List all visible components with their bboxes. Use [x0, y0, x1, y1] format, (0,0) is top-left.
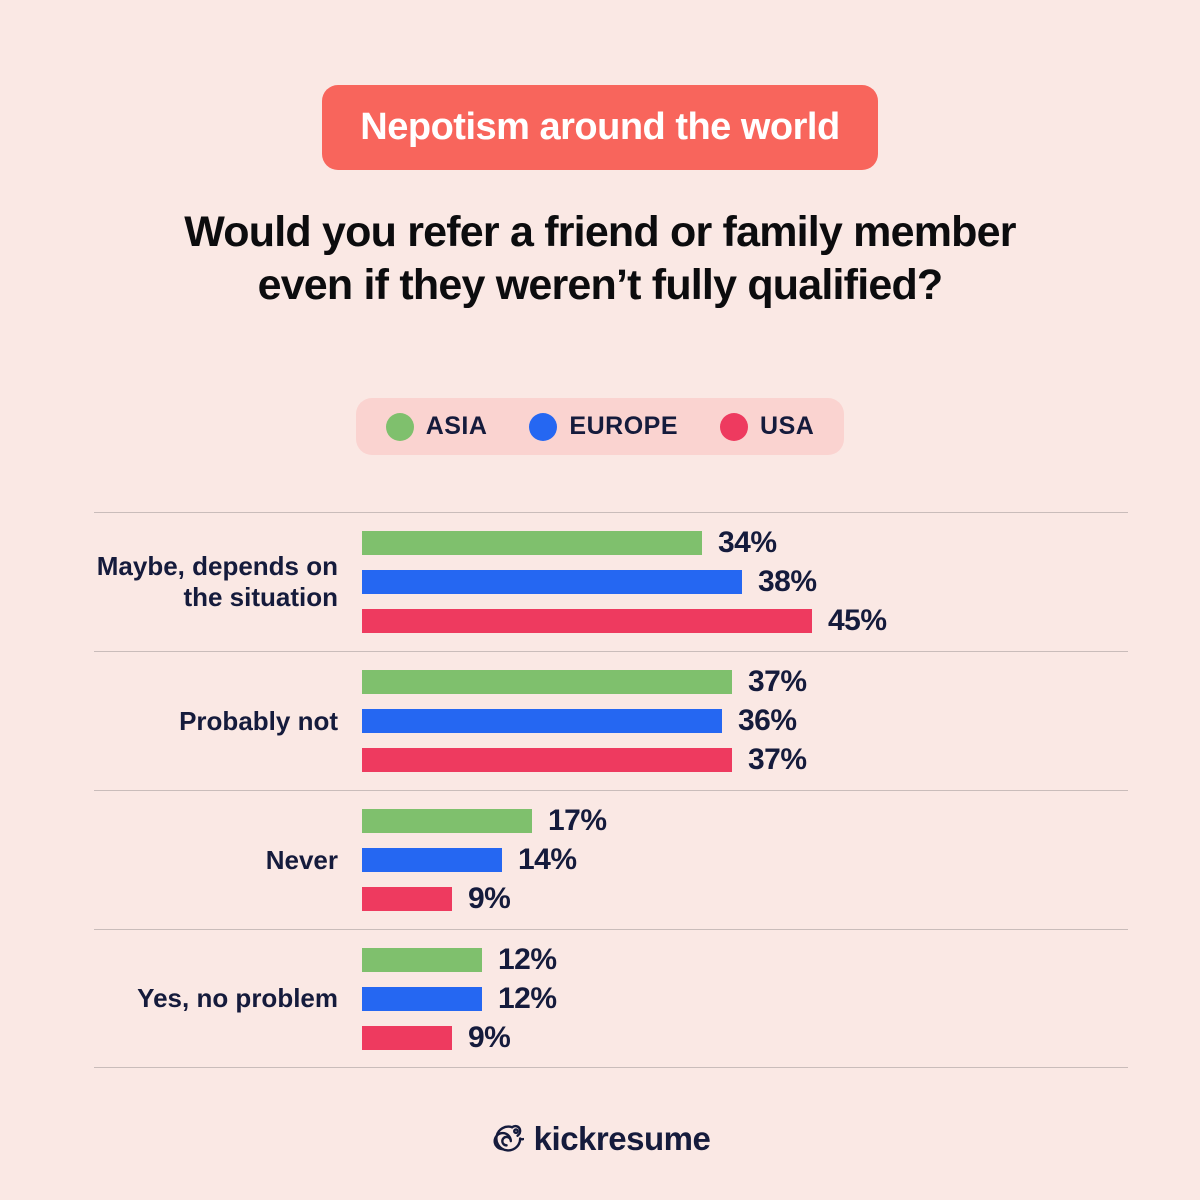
legend-container: ASIA EUROPE USA [0, 398, 1200, 455]
bar-line-usa: 9% [362, 1021, 557, 1054]
footer: kickresume [0, 1120, 1200, 1158]
bar-asia [362, 809, 532, 833]
bar-line-europe: 36% [362, 704, 807, 737]
value-label: 12% [498, 981, 557, 1015]
bar-line-asia: 17% [362, 804, 607, 837]
category-label: Never [265, 844, 338, 875]
bar-line-usa: 37% [362, 743, 807, 776]
value-label: 36% [738, 704, 797, 737]
brand-name: kickresume [533, 1120, 711, 1157]
bar-europe [362, 986, 482, 1011]
bar-usa [362, 748, 732, 772]
value-label: 45% [828, 604, 887, 637]
title-line-2: even if they weren’t fully qualified? [257, 261, 944, 309]
bar-europe [362, 570, 742, 594]
asia-dot-icon [385, 412, 414, 441]
chart-row: Maybe, depends on the situation 34% 38% 45% [94, 512, 1128, 651]
bar-asia [362, 531, 702, 555]
bar-line-asia: 34% [362, 526, 887, 559]
bar-group: 34% 38% 45% [362, 526, 887, 637]
chart-row: Probably not 37% 36% 37% [94, 651, 1128, 790]
value-label: 17% [548, 804, 607, 837]
bar-line-usa: 45% [362, 604, 887, 637]
bar-group: 12% 12% 9% [362, 943, 557, 1054]
bar-europe [362, 848, 502, 872]
badge-container: Nepotism around the world [0, 0, 1200, 170]
bar-usa [362, 887, 452, 911]
value-label: 9% [468, 882, 511, 915]
bar-line-europe: 12% [362, 982, 557, 1015]
bar-line-asia: 12% [362, 943, 557, 976]
value-label: 9% [468, 1020, 511, 1054]
value-label: 38% [758, 565, 817, 598]
bar-usa [362, 1025, 452, 1050]
bar-chart: Maybe, depends on the situation 34% 38% 45%… [94, 512, 1128, 1068]
legend: ASIA EUROPE USA [355, 398, 845, 455]
legend-label-asia: ASIA [425, 412, 488, 440]
value-label: 37% [748, 743, 807, 776]
legend-item-asia: ASIA [385, 412, 488, 441]
legend-item-usa: USA [720, 412, 814, 441]
europe-dot-icon [529, 412, 558, 441]
bar-usa [362, 609, 812, 633]
legend-item-europe: EUROPE [529, 412, 678, 441]
usa-dot-icon [720, 412, 749, 441]
value-label: 34% [718, 526, 777, 559]
legend-label-usa: USA [760, 412, 815, 440]
category-label: Maybe, depends on the situation [96, 551, 338, 612]
bar-line-asia: 37% [362, 665, 807, 698]
bar-europe [362, 709, 722, 733]
bar-group: 37% 36% 37% [362, 665, 807, 776]
chart-row: Never 17% 14% 9% [94, 790, 1128, 929]
bar-line-usa: 9% [362, 882, 607, 915]
category-label: Probably not [179, 705, 338, 736]
legend-label-europe: EUROPE [569, 412, 679, 440]
page-title: Would you refer a friend or family membe… [0, 206, 1200, 312]
category-label: Yes, no problem [137, 983, 338, 1013]
kickresume-chameleon-icon [490, 1122, 524, 1156]
title-line-1: Would you refer a friend or family membe… [184, 208, 1016, 256]
bar-asia [362, 670, 732, 694]
bar-line-europe: 38% [362, 565, 887, 598]
bar-group: 17% 14% 9% [362, 804, 607, 915]
value-label: 14% [518, 843, 577, 876]
header-badge: Nepotism around the world [322, 85, 878, 170]
bar-asia [362, 947, 482, 972]
value-label: 37% [748, 665, 807, 698]
bar-line-europe: 14% [362, 843, 607, 876]
chart-row: Yes, no problem 12% 12% 9% [94, 929, 1128, 1068]
value-label: 12% [498, 942, 557, 976]
